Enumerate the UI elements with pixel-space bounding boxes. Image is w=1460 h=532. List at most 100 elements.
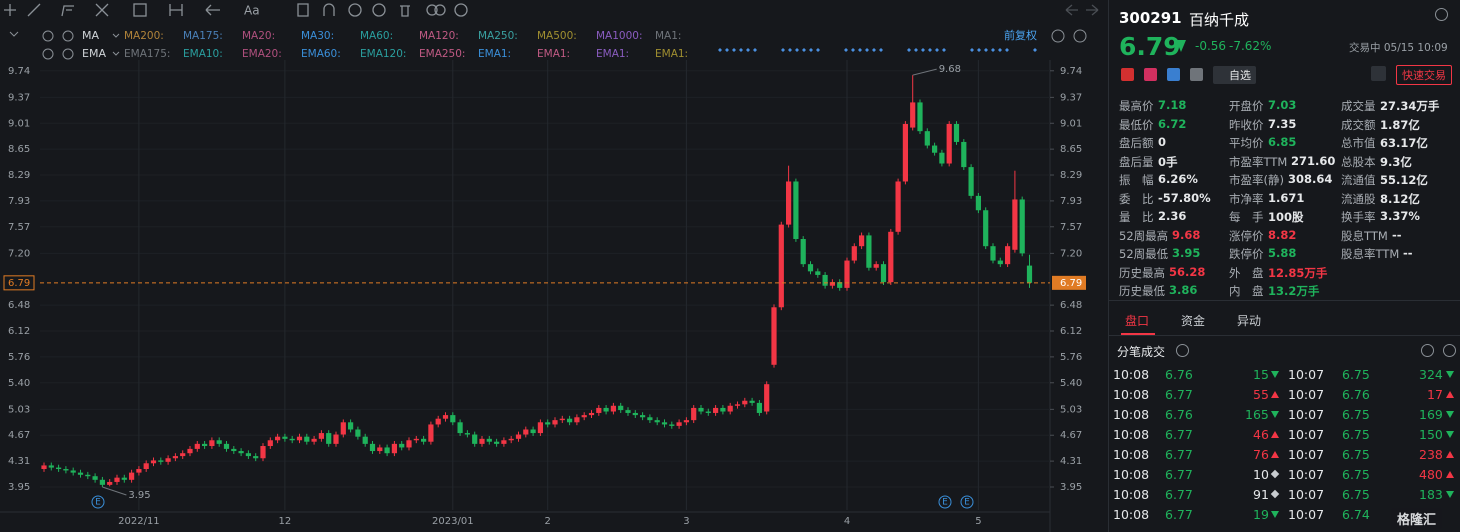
pattern-tool[interactable] [95,3,109,17]
stat-label: 历史最低 [1119,284,1165,298]
trade-volume: 91 [1253,487,1269,502]
event-dot [984,48,988,52]
note-tool[interactable] [297,3,309,17]
alert-button[interactable] [1371,66,1386,81]
last-price-tag-right [1052,275,1086,290]
zoom-out[interactable] [1051,29,1065,43]
candle-body [136,469,142,473]
event-marker [91,495,105,509]
candle-body [231,448,237,452]
high-annotation: 9.68 [939,64,961,75]
stat-value: 13.2万手 [1268,284,1320,298]
stat-label: 市盈率(静) [1229,173,1284,187]
price-change-pct: -7.62% [1229,39,1272,53]
candle-body [428,424,434,442]
delete-tool[interactable] [400,5,410,17]
expand-icon[interactable] [1443,344,1456,357]
y-tick-label-right: 7.57 [1060,222,1082,233]
trade-time: 10:07 [1288,507,1325,522]
stat-value: 8.12亿 [1380,191,1420,206]
price-mode[interactable]: 前复权 [1004,28,1037,42]
undo[interactable] [1065,4,1078,16]
trade-direction [1271,431,1279,438]
y-tick-label-left: 8.29 [8,170,30,181]
tab[interactable]: 盘口 [1125,314,1150,328]
compare-tool-2[interactable] [434,4,446,16]
indicator-label: EMA1: [655,48,688,60]
trade-direction [1446,371,1454,378]
stat-label: 涨停价 [1229,228,1264,243]
text-tool[interactable]: Aa [244,4,260,18]
trade-direction [1446,431,1454,438]
candle-body [348,422,354,430]
fib-tool[interactable] [61,5,74,17]
magnet-tool[interactable] [323,3,335,16]
stat-value: 56.28 [1169,264,1206,279]
visibility-tool[interactable] [348,3,362,17]
y-tick-label-left: 8.65 [8,144,30,155]
redo[interactable] [1086,4,1099,16]
event-dot [942,48,946,52]
candle-body [421,438,427,442]
settings-tool[interactable] [454,3,468,17]
crosshair-tool[interactable] [4,4,16,16]
y-tick-label-right: 9.74 [1060,66,1082,77]
last-price-label-left: 6.79 [8,278,30,289]
stat-value: 9.68 [1172,227,1201,242]
collapse[interactable] [9,31,19,37]
candle-body [683,420,689,423]
compare-tool[interactable] [426,4,438,16]
candle-body [282,436,288,439]
trade-price: 6.75 [1342,447,1370,462]
stat-value: 0 [1158,135,1167,149]
candle-body [924,131,930,146]
event-marker [938,495,952,509]
trade-price: 6.76 [1165,407,1193,422]
range-tool[interactable] [169,4,183,16]
trade-volume: 55 [1253,387,1269,402]
event-dot [928,48,932,52]
more-icon[interactable] [1421,344,1434,357]
y-tick-label-left: 5.76 [8,352,30,363]
price-change: -0.56 [1195,39,1227,53]
zoom-in[interactable] [1073,29,1087,43]
trade-volume: 238 [1419,447,1443,462]
trade-time: 10:08 [1113,507,1150,522]
line-tool[interactable] [27,3,41,17]
candle-body [800,238,806,265]
tab[interactable]: 异动 [1237,314,1262,328]
y-tick-label-left: 7.93 [8,196,30,207]
trade-volume: 324 [1419,367,1443,382]
candle-body [632,412,638,416]
trade-time: 10:08 [1113,387,1150,402]
candle-body [70,470,76,473]
trade-direction [1271,511,1279,518]
candle-body [41,465,47,470]
event-dot [998,48,1002,52]
lock-tool[interactable] [372,3,386,17]
event-dot [1005,48,1009,52]
tab[interactable]: 资金 [1181,314,1206,328]
trade-volume: 76 [1253,447,1269,462]
trade-volume: 15 [1253,367,1269,382]
x-tick-label: 5 [975,516,981,527]
event-dot [816,48,820,52]
divider [1109,300,1460,301]
candle-body [610,405,616,412]
candle-body [829,282,835,286]
measure-tool[interactable] [133,3,147,17]
candle-body [296,436,303,441]
indicator-close [62,30,74,42]
arrow-tool[interactable] [205,4,220,16]
trade-price: 6.76 [1342,387,1370,402]
watch-button[interactable]: 自选 [1213,66,1256,84]
trade-time: 10:07 [1288,367,1325,382]
trade-button[interactable]: 快速交易 [1396,65,1452,85]
indicator-label: MA200: [124,30,164,42]
settings[interactable] [1435,8,1448,21]
stat-label: 振 幅 [1119,173,1154,187]
stat-label: 最高价 [1119,99,1154,113]
y-tick-label-left: 6.12 [8,326,30,337]
y-tick-label-right: 9.01 [1060,118,1082,129]
tab-underline [1121,333,1155,335]
